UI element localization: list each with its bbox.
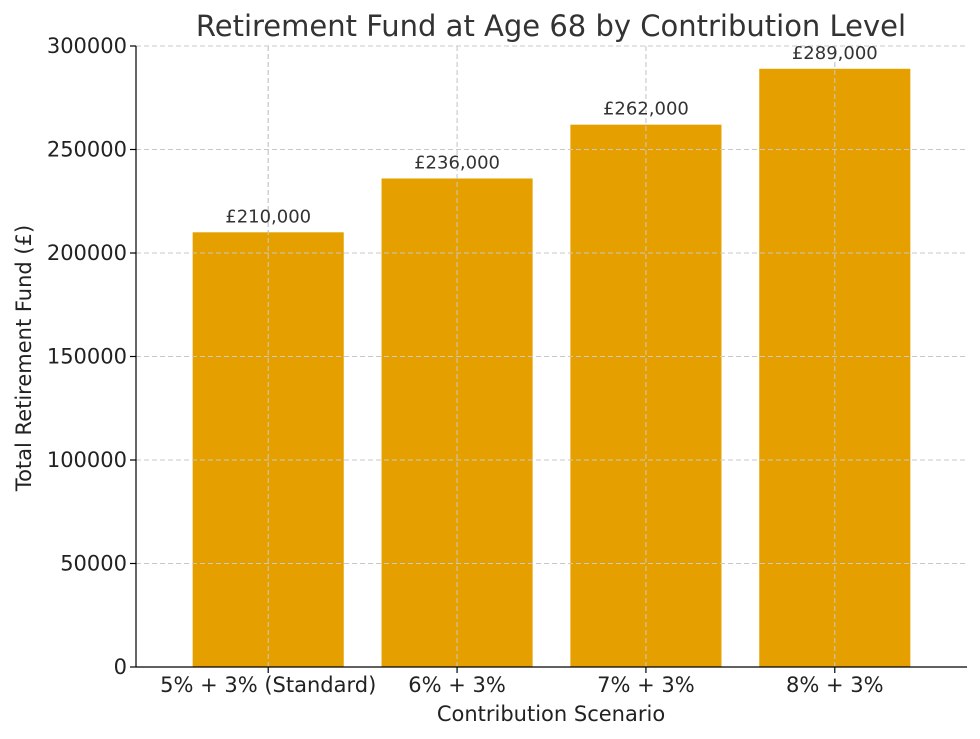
x-tick-label: 5% + 3% (Standard) bbox=[160, 673, 376, 697]
y-tick-label: 250000 bbox=[47, 138, 127, 162]
y-tick-label: 150000 bbox=[47, 345, 127, 369]
bars-layer bbox=[136, 45, 967, 668]
y-tick-label: 200000 bbox=[47, 241, 127, 265]
bar-value-label: £236,000 bbox=[414, 152, 500, 173]
bar-value-label: £210,000 bbox=[225, 206, 311, 227]
y-tick-label: 0 bbox=[114, 655, 127, 679]
y-axis-label: Total Retirement Fund (£) bbox=[12, 225, 36, 492]
y-tick-label: 100000 bbox=[47, 448, 127, 472]
x-tick-label: 7% + 3% bbox=[597, 673, 695, 697]
bar-value-label: £289,000 bbox=[792, 43, 878, 64]
y-tick-label: 50000 bbox=[60, 552, 127, 576]
labels-layer: 0 50000 100000 150000 200000 250000 300000 £210… bbox=[47, 34, 884, 697]
chart-title: Retirement Fund at Age 68 by Contributio… bbox=[196, 9, 906, 43]
bar-value-label: £262,000 bbox=[603, 99, 689, 120]
x-tick-label: 8% + 3% bbox=[786, 673, 884, 697]
x-axis-label: Contribution Scenario bbox=[437, 702, 665, 726]
axes-layer bbox=[130, 45, 967, 673]
x-tick-label: 6% + 3% bbox=[408, 673, 506, 697]
y-tick-label: 300000 bbox=[47, 34, 127, 58]
